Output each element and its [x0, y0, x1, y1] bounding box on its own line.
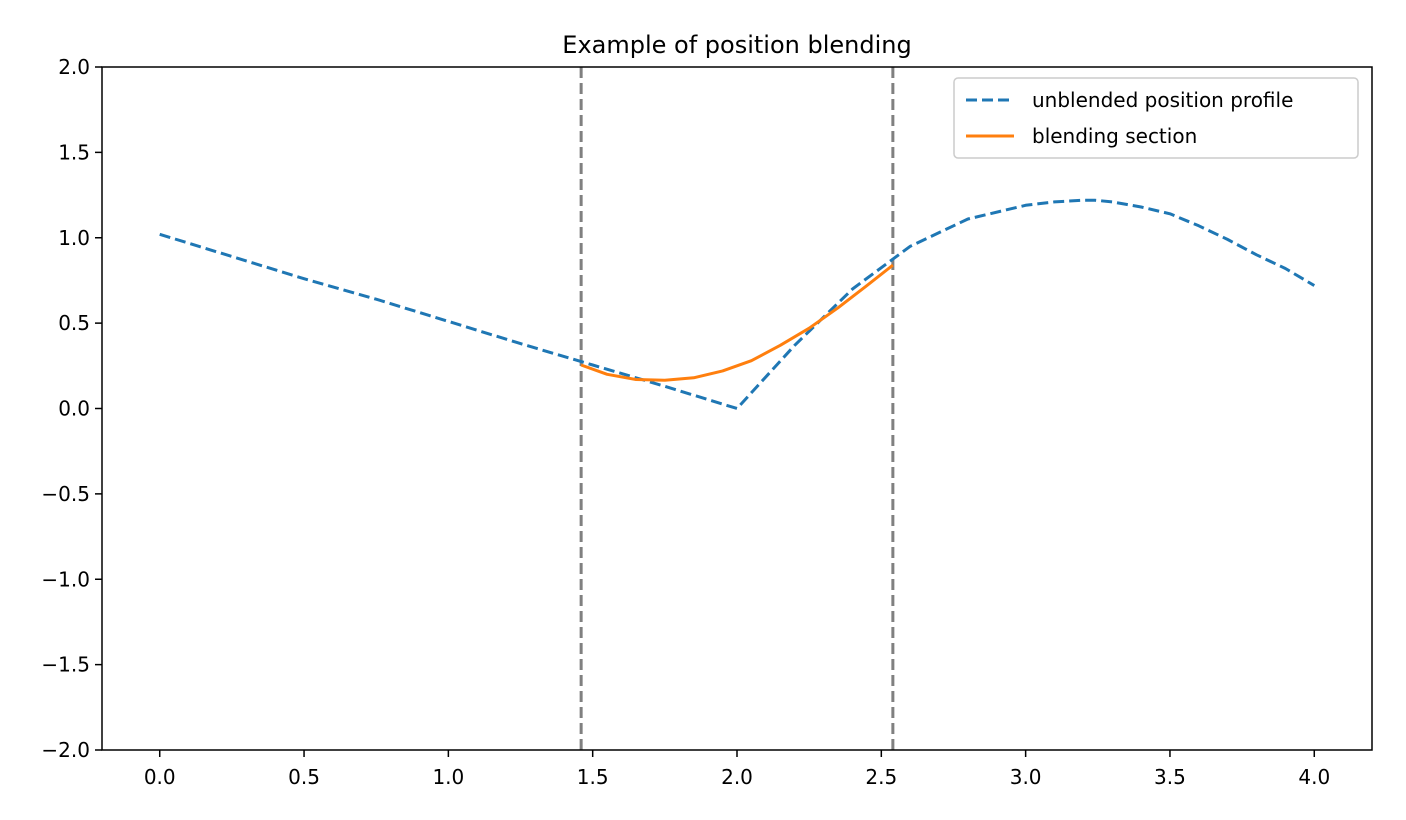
y-tick-label: 1.0: [58, 226, 90, 250]
legend-box: [953, 77, 1359, 159]
x-tick-label: 2.5: [865, 765, 897, 789]
x-tick-label: 4.0: [1298, 765, 1330, 789]
x-tick-label: 0.0: [144, 765, 176, 789]
legend: unblended position profile blending secti…: [953, 77, 1359, 159]
y-tick-label: 0.0: [58, 397, 90, 421]
y-tick-label: 0.5: [58, 311, 90, 335]
series-line-1: [159, 198, 1316, 410]
x-tick-label: 3.0: [1010, 765, 1042, 789]
y-tick-label: −1.5: [41, 653, 90, 677]
y-tick-label: 1.5: [58, 140, 90, 164]
series-line-2: [580, 263, 894, 382]
x-tick-label: 1.0: [432, 765, 464, 789]
x-tick-label: 3.5: [1154, 765, 1186, 789]
y-tick-label: −0.5: [41, 482, 90, 506]
x-tick-label: 2.0: [721, 765, 753, 789]
x-tick-label: 0.5: [288, 765, 320, 789]
y-tick-label: −1.0: [41, 567, 90, 591]
legend-label-1: unblended position profile: [1032, 88, 1293, 112]
x-tick-label: 1.5: [577, 765, 609, 789]
legend-label-2: blending section: [1032, 124, 1197, 148]
y-tick-label: 2.0: [58, 55, 90, 79]
axes-ticks: 0.0 0.5 1.0 1.5 2.0 2.5 3.0 3.5 4.0 2.0 1.5 1.0 0.5 0…: [41, 55, 1330, 789]
chart-title: Example of position blending: [562, 31, 911, 59]
y-tick-label: −2.0: [41, 738, 90, 762]
